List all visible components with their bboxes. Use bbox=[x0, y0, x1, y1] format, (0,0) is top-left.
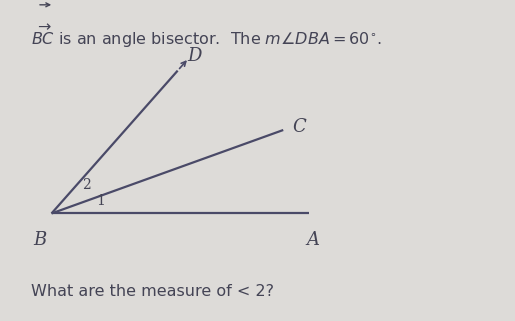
Text: 1: 1 bbox=[96, 194, 105, 208]
Text: A: A bbox=[306, 231, 320, 249]
Text: $\overrightarrow{BC}$ is an angle bisector.  The $m\angle DBA = 60^{\circ}$.: $\overrightarrow{BC}$ is an angle bisect… bbox=[31, 22, 382, 50]
Text: 2: 2 bbox=[82, 178, 91, 192]
Text: What are the measure of < 2?: What are the measure of < 2? bbox=[31, 283, 274, 299]
Text: D: D bbox=[187, 47, 201, 65]
Text: C: C bbox=[293, 118, 306, 136]
Text: B: B bbox=[33, 231, 47, 249]
